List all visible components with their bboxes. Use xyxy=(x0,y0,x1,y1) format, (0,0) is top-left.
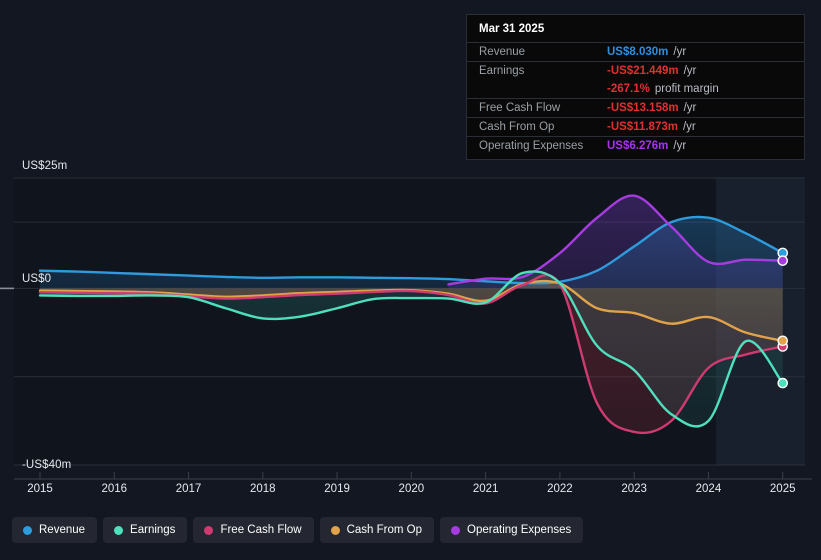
x-tick-2023: 2023 xyxy=(621,483,647,495)
tooltip-row-label: Revenue xyxy=(479,46,526,58)
legend-item-free-cash-flow[interactable]: Free Cash Flow xyxy=(193,517,314,543)
tooltip-row-label: Free Cash Flow xyxy=(479,102,561,114)
tooltip-row-label: Earnings xyxy=(479,65,525,77)
chart-svg xyxy=(0,177,812,480)
tooltip-row-unit: /yr xyxy=(682,121,696,133)
x-axis-labels: 2015 2016 2017 2018 2019 2020 2021 2022 2023 2024… xyxy=(0,483,821,503)
chart-plot-area[interactable] xyxy=(0,0,821,500)
legend-color-dot xyxy=(204,525,214,535)
tooltip-row: -267.1% profit margin xyxy=(467,80,804,98)
x-tick-2021: 2021 xyxy=(472,483,499,495)
y-axis-bottom-label: -US$40m xyxy=(22,459,72,471)
tooltip-row: Revenue US$8.030m/yr xyxy=(467,42,804,61)
legend-label: Free Cash Flow xyxy=(220,524,302,536)
y-axis-zero-label: US$0 xyxy=(22,273,52,285)
tooltip-row-unit: /yr xyxy=(673,140,687,152)
tooltip-rows: Revenue US$8.030m/yr Earnings -US$21.449m/y… xyxy=(467,42,804,155)
x-tick-2024: 2024 xyxy=(695,483,722,495)
legend-item-cash-from-op[interactable]: Cash From Op xyxy=(319,517,435,543)
legend-item-revenue[interactable]: Revenue xyxy=(12,517,98,543)
x-tick-2018: 2018 xyxy=(250,483,276,495)
x-tick-2015: 2015 xyxy=(27,483,53,495)
chart-tooltip: Mar 31 2025 Revenue US$8.030m/yr Earnings -… xyxy=(466,14,805,160)
tooltip-row-unit: profit margin xyxy=(654,83,719,95)
legend-color-dot xyxy=(451,525,461,535)
tooltip-row-unit: /yr xyxy=(683,102,697,114)
tooltip-row-value: -US$13.158m xyxy=(607,102,679,114)
x-tick-2022: 2022 xyxy=(547,483,573,495)
tooltip-date: Mar 31 2025 xyxy=(479,23,545,35)
tooltip-row-unit: /yr xyxy=(683,65,697,77)
tooltip-row: Cash From Op -US$11.873m/yr xyxy=(467,117,804,136)
tooltip-row-value: US$6.276m xyxy=(607,140,669,152)
tooltip-row-label: Cash From Op xyxy=(479,121,555,133)
legend-label: Revenue xyxy=(39,524,86,536)
tooltip-row: Operating Expenses US$6.276m/yr xyxy=(467,136,804,155)
legend-item-operating-expenses[interactable]: Operating Expenses xyxy=(440,517,584,543)
y-axis-top-label: US$25m xyxy=(22,160,68,172)
legend-label: Operating Expenses xyxy=(467,524,572,536)
x-tick-2025: 2025 xyxy=(769,483,796,495)
legend-label: Cash From Op xyxy=(346,524,423,536)
legend-color-dot xyxy=(114,525,124,535)
x-tick-2017: 2017 xyxy=(175,483,202,495)
legend-color-dot xyxy=(330,525,340,535)
x-tick-2016: 2016 xyxy=(101,483,128,495)
x-tick-2020: 2020 xyxy=(398,483,425,495)
tooltip-row-value: -US$11.873m xyxy=(607,121,678,133)
tooltip-row-unit: /yr xyxy=(673,46,687,58)
chart-legend[interactable]: Revenue Earnings Free Cash Flow Cash From O… xyxy=(12,517,584,543)
tooltip-row-value: -US$21.449m xyxy=(607,65,679,77)
tooltip-row-value: US$8.030m xyxy=(607,46,669,58)
tooltip-row: Free Cash Flow -US$13.158m/yr xyxy=(467,98,804,117)
tooltip-row-value: -267.1% xyxy=(607,83,650,95)
tooltip-row: Earnings -US$21.449m/yr xyxy=(467,61,804,80)
legend-label: Earnings xyxy=(130,524,176,536)
legend-color-dot xyxy=(23,525,32,535)
x-tick-2019: 2019 xyxy=(324,483,350,495)
tooltip-row-label: Operating Expenses xyxy=(479,140,584,152)
legend-item-earnings[interactable]: Earnings xyxy=(103,517,188,543)
